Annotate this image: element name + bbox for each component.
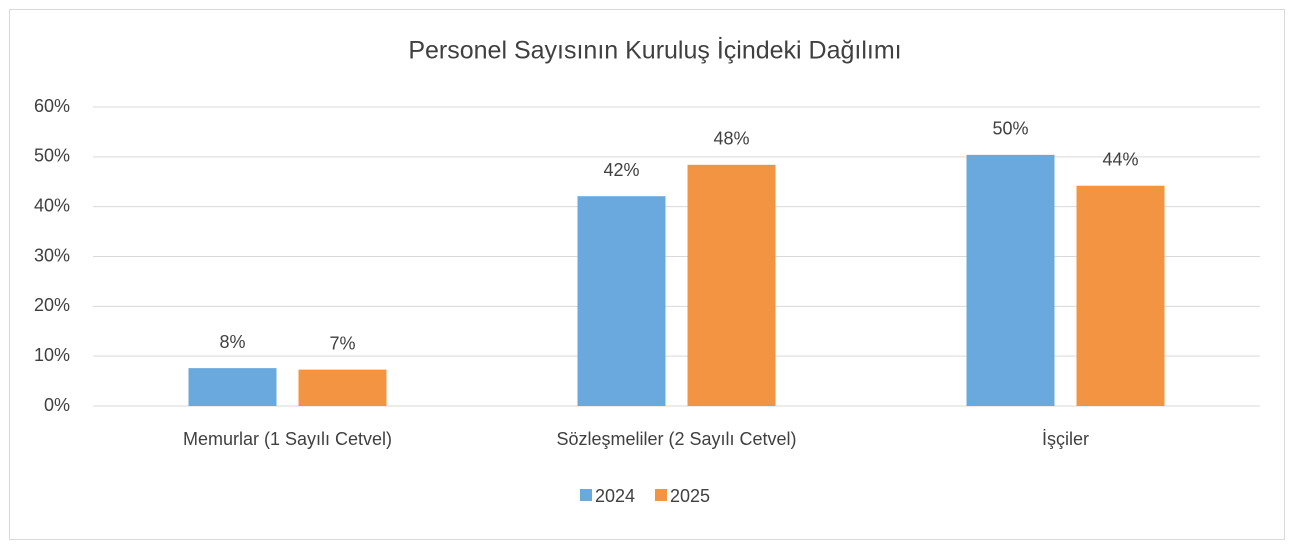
bar [966, 154, 1055, 406]
legend-label: 2025 [670, 486, 710, 506]
legend-swatch [580, 489, 592, 501]
data-label: 48% [713, 129, 749, 149]
bar [1076, 185, 1165, 406]
bar [298, 369, 387, 406]
data-label: 44% [1102, 149, 1138, 169]
chart-title: Personel Sayısının Kuruluş İçindeki Dağı… [408, 36, 901, 65]
data-label: 50% [992, 119, 1028, 139]
x-tick-label: İşçiler [1042, 429, 1089, 449]
data-label: 7% [329, 333, 355, 353]
bar [577, 196, 666, 406]
legend-swatch [655, 489, 667, 501]
y-tick-label: 50% [34, 146, 70, 166]
y-tick-label: 0% [44, 395, 70, 415]
bar [687, 164, 776, 406]
y-tick-label: 20% [34, 295, 70, 315]
bar [188, 368, 277, 406]
y-tick-label: 40% [34, 195, 70, 215]
x-tick-label: Sözleşmeliler (2 Sayılı Cetvel) [556, 429, 796, 449]
x-tick-label: Memurlar (1 Sayılı Cetvel) [183, 429, 392, 449]
data-label: 42% [603, 160, 639, 180]
y-tick-label: 10% [34, 345, 70, 365]
legend-label: 2024 [595, 486, 635, 506]
y-tick-label: 30% [34, 245, 70, 265]
data-label: 8% [219, 332, 245, 352]
y-tick-label: 60% [34, 96, 70, 116]
